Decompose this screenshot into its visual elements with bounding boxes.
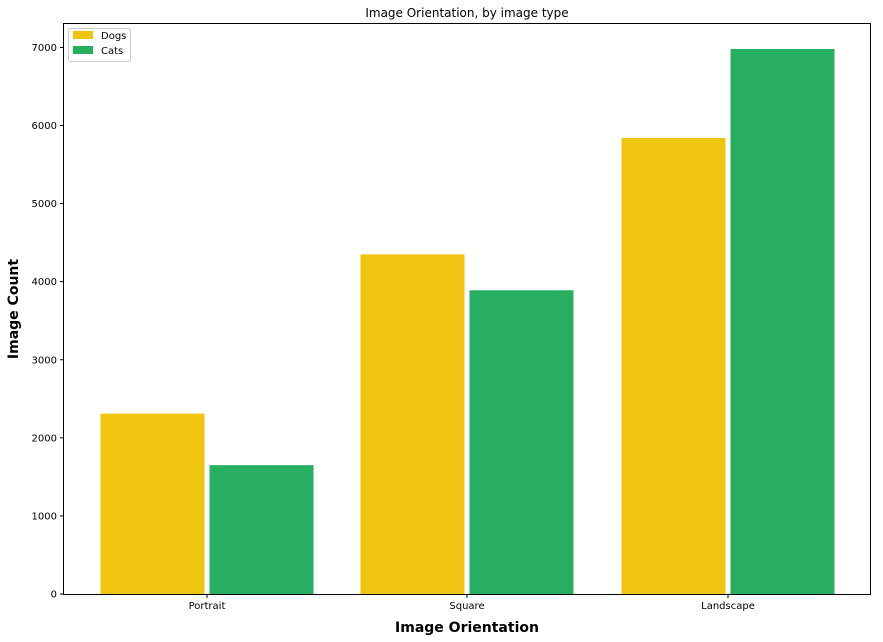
x-tick-label: Landscape: [701, 601, 755, 612]
legend-label-dogs: Dogs: [101, 31, 126, 42]
y-tick-label: 6000: [32, 121, 57, 132]
y-tick-label: 3000: [32, 355, 57, 366]
x-tick-label: Portrait: [189, 601, 226, 612]
bar-dogs-square: [360, 254, 465, 594]
bar-dogs-landscape: [621, 138, 726, 594]
y-tick-label: 4000: [32, 277, 57, 288]
chart-title: Image Orientation, by image type: [365, 6, 568, 20]
legend-swatch-cats: [73, 46, 93, 54]
y-tick-label: 7000: [32, 43, 57, 54]
bar-cats-portrait: [209, 465, 314, 594]
bar-cats-square: [469, 290, 574, 594]
legend-swatch-dogs: [73, 31, 93, 39]
y-axis-label: Image Count: [6, 259, 22, 359]
bar-dogs-portrait: [100, 413, 205, 594]
y-tick-label: 2000: [32, 433, 57, 444]
x-tick-label: Square: [449, 601, 484, 612]
y-tick-label: 5000: [32, 199, 57, 210]
bars-layer: [100, 48, 835, 594]
y-axis-ticks: 0 1000 2000 3000 4000 5000 6000 7000: [32, 43, 64, 601]
legend: Dogs Cats: [68, 28, 131, 62]
legend-label-cats: Cats: [101, 46, 123, 57]
y-tick-label: 0: [51, 590, 57, 601]
y-tick-label: 1000: [32, 511, 57, 522]
x-axis-label: Image Orientation: [395, 620, 539, 636]
bar-cats-landscape: [730, 48, 835, 594]
x-axis-ticks: Portrait Square Landscape: [189, 594, 755, 612]
